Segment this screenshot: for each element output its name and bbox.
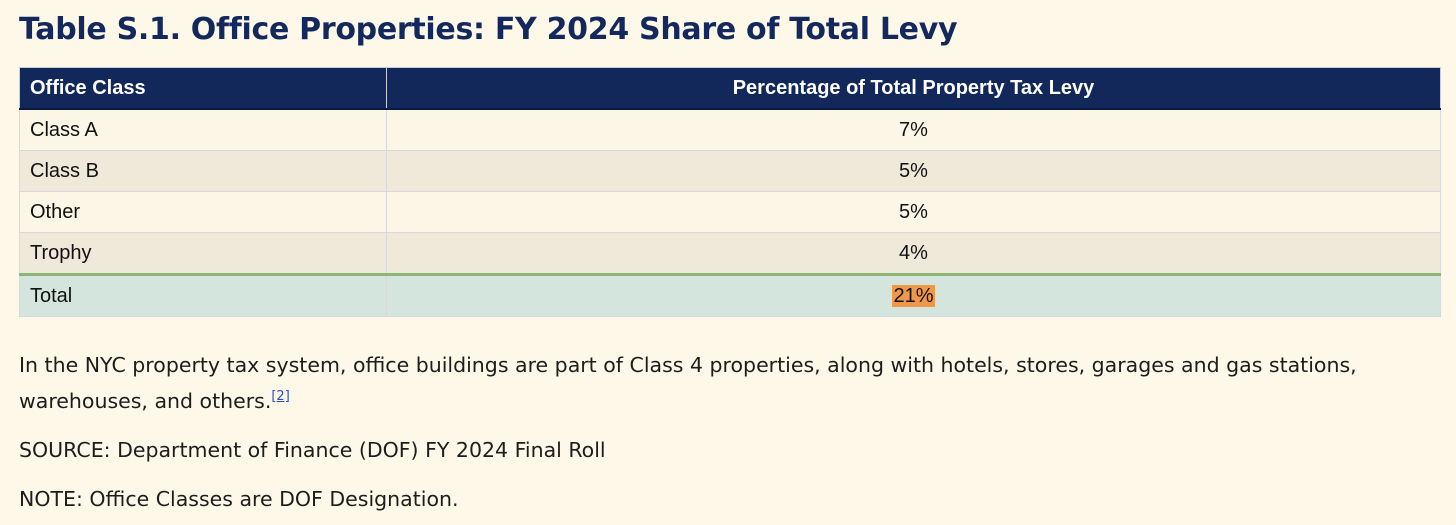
office-class-cell: Other xyxy=(19,191,387,233)
total-row: Total 21% xyxy=(19,273,1441,317)
total-percentage-highlight: 21% xyxy=(892,284,935,307)
note-line: NOTE: Office Classes are DOF Designation… xyxy=(19,487,459,511)
table-title: Table S.1. Office Properties: FY 2024 Sh… xyxy=(19,12,958,47)
source-line: SOURCE: Department of Finance (DOF) FY 2… xyxy=(19,438,606,462)
column-header-office-class: Office Class xyxy=(19,67,387,110)
office-class-cell: Class B xyxy=(19,150,387,192)
total-percentage-cell: 21% xyxy=(386,273,1441,317)
percentage-cell: 5% xyxy=(386,191,1441,233)
column-header-percentage: Percentage of Total Property Tax Levy xyxy=(386,67,1441,110)
description-text: In the NYC property tax system, office b… xyxy=(19,353,1357,413)
percentage-cell: 4% xyxy=(386,232,1441,275)
percentage-cell: 5% xyxy=(386,150,1441,192)
table-row: Other 5% xyxy=(19,191,1441,233)
table-row: Class B 5% xyxy=(19,150,1441,192)
percentage-cell: 7% xyxy=(386,108,1441,151)
office-class-cell: Trophy xyxy=(19,232,387,275)
footnote-link[interactable]: [2] xyxy=(271,389,290,405)
table-row: Trophy 4% xyxy=(19,232,1441,275)
description-paragraph: In the NYC property tax system, office b… xyxy=(19,347,1449,419)
total-label-cell: Total xyxy=(19,273,387,317)
table-header-row: Office Class Percentage of Total Propert… xyxy=(19,67,1441,110)
table-row: Class A 7% xyxy=(19,108,1441,151)
office-levy-table: Office Class Percentage of Total Propert… xyxy=(19,67,1441,317)
office-class-cell: Class A xyxy=(19,108,387,151)
